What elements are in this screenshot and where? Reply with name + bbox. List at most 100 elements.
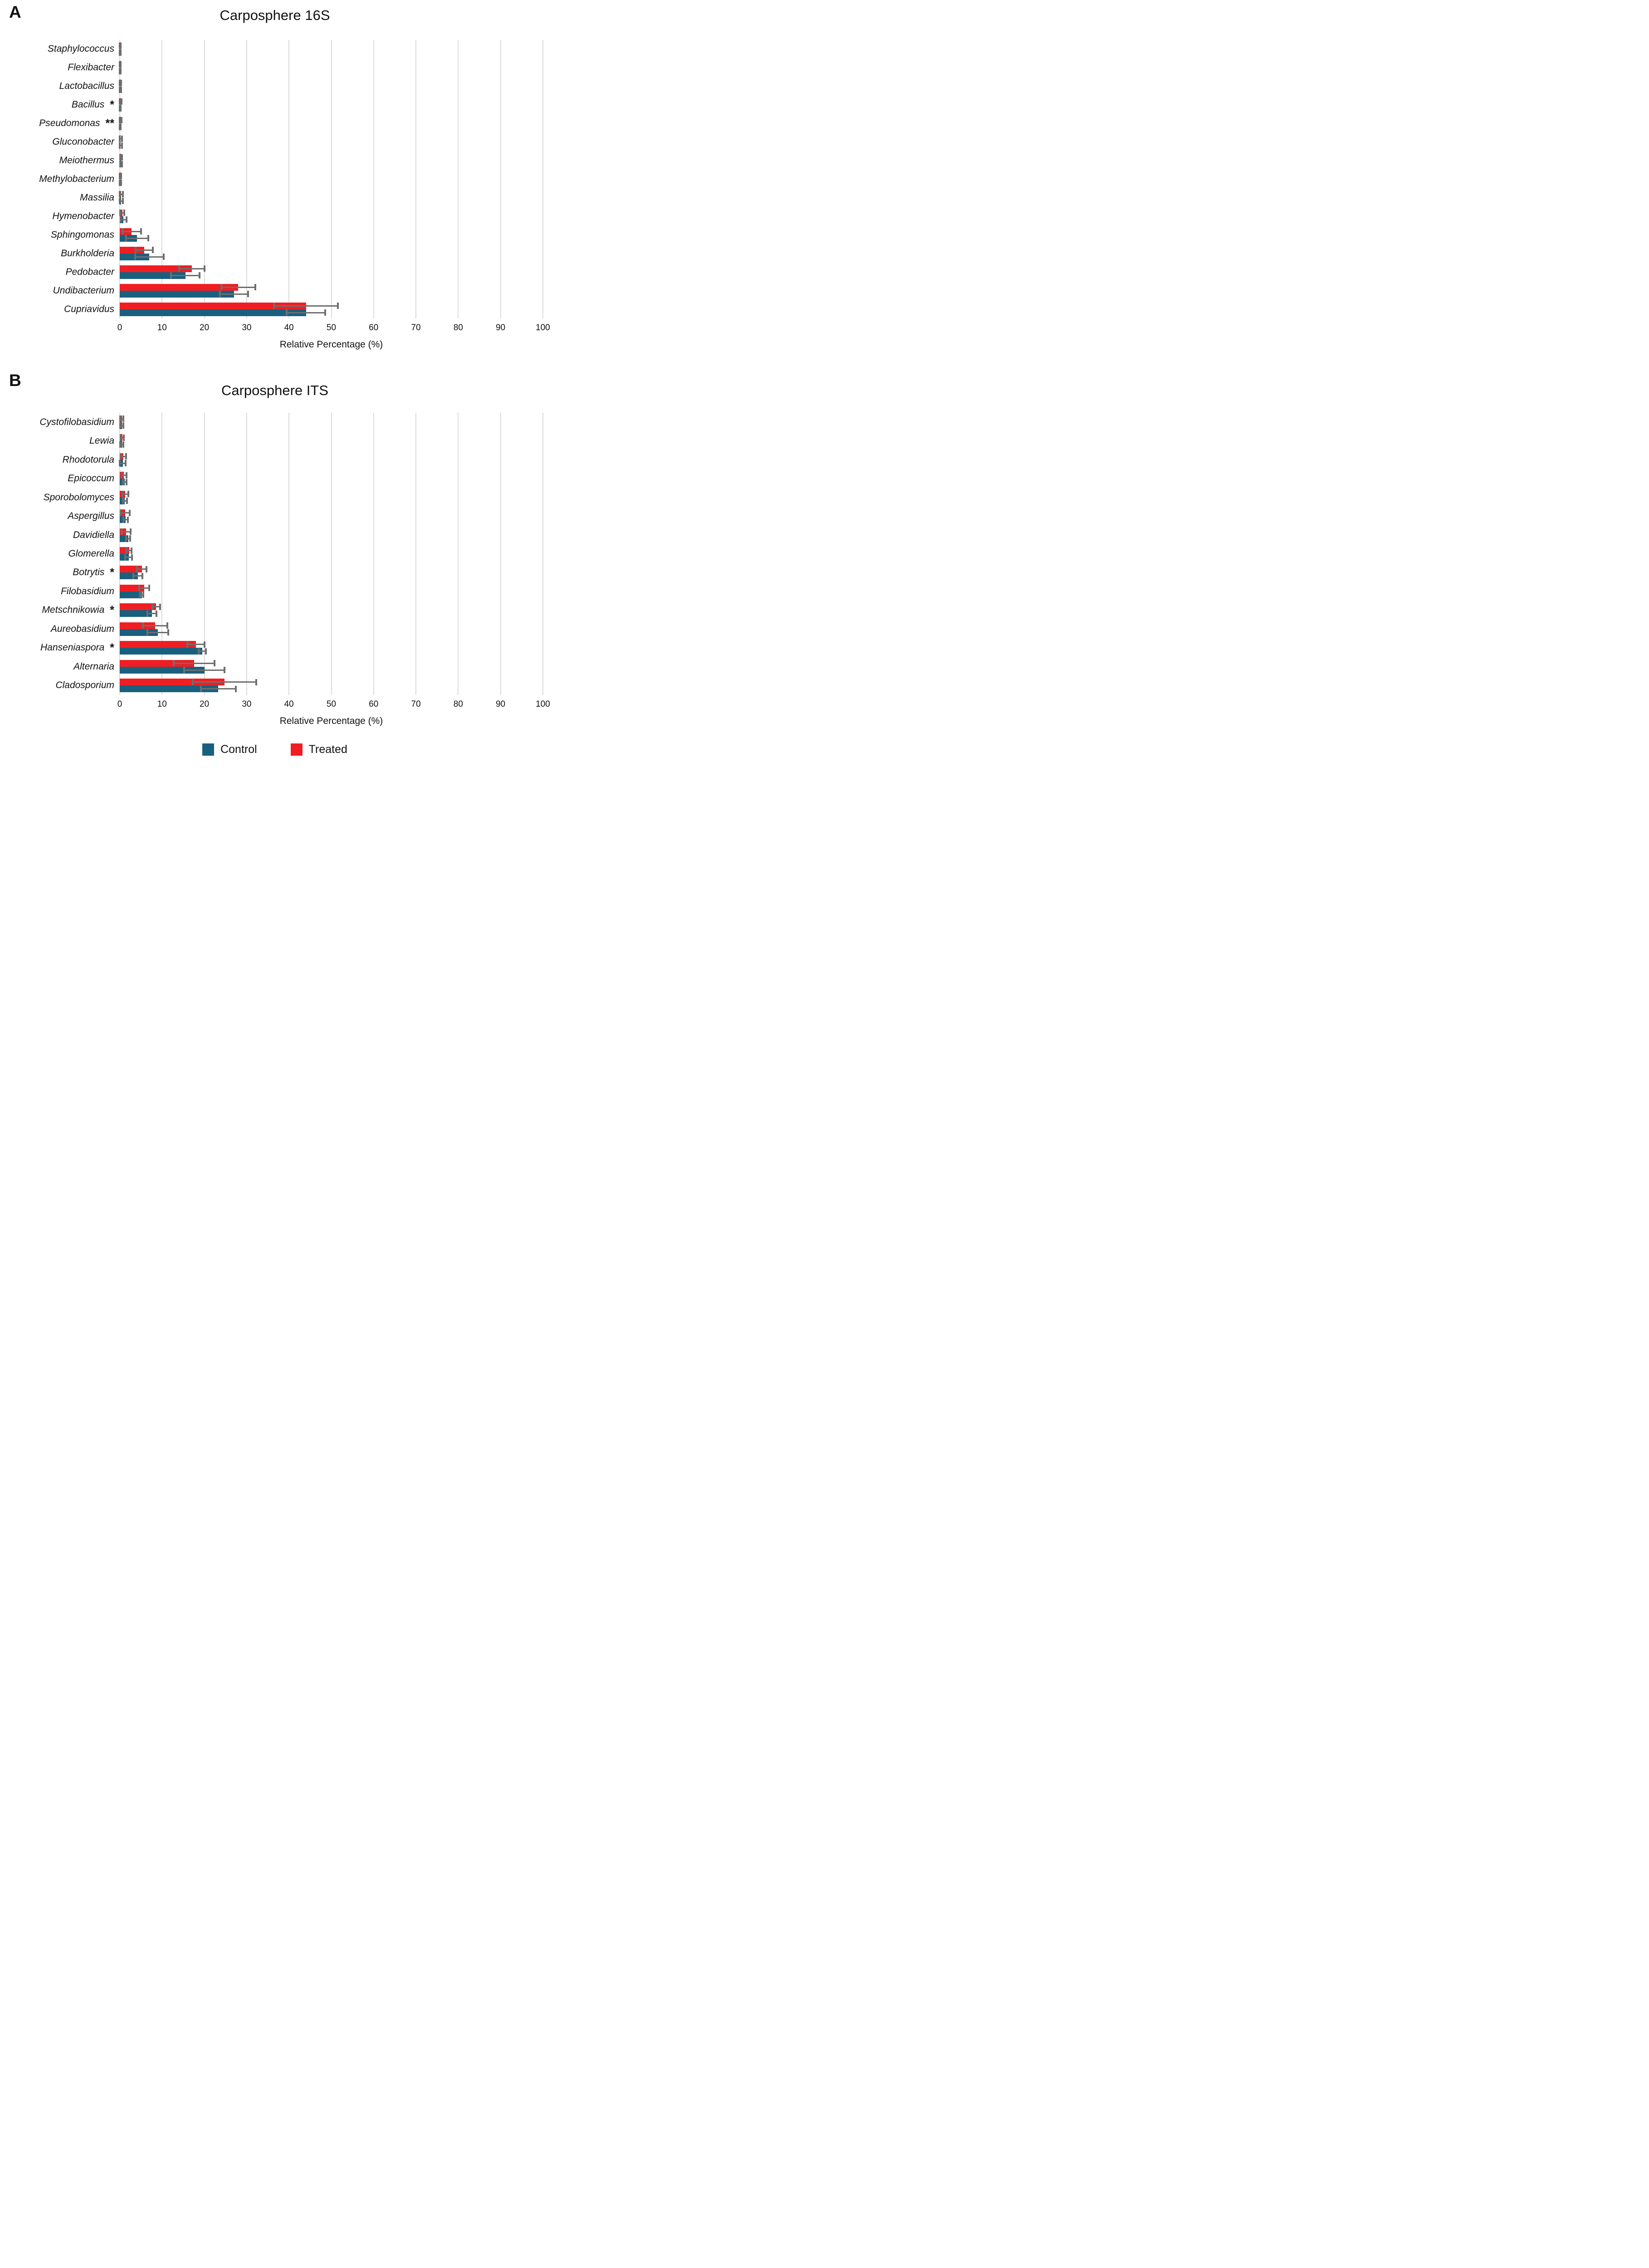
error-bar-cap bbox=[151, 603, 153, 610]
genus-label: Alternaria bbox=[73, 661, 114, 672]
legend-treated-label: Treated bbox=[308, 743, 347, 756]
row-label: Lactobacillus bbox=[0, 77, 114, 96]
error-bar-cap bbox=[186, 641, 189, 648]
error-bar-cap bbox=[125, 460, 127, 467]
genus-label: Epicoccum bbox=[68, 473, 114, 484]
row-label: Aspergillus bbox=[0, 507, 114, 525]
error-bar-cap bbox=[119, 86, 121, 93]
error-bar-cap bbox=[119, 460, 121, 467]
treated-bar bbox=[120, 302, 306, 309]
gridline bbox=[415, 40, 417, 318]
error-bar bbox=[120, 462, 126, 464]
error-bar-cap bbox=[121, 154, 123, 161]
control-bar bbox=[120, 629, 158, 636]
error-bar-cap bbox=[119, 123, 122, 130]
control-bar bbox=[120, 309, 306, 316]
row-label: Davidiella bbox=[0, 526, 114, 544]
row-label: Hanseniaspora * bbox=[0, 639, 114, 657]
genus-label: Glomerella bbox=[68, 548, 114, 559]
row-label: Staphylococcus bbox=[0, 40, 114, 59]
treated-bar bbox=[120, 641, 196, 648]
gridline bbox=[204, 413, 205, 695]
error-bar-cap bbox=[205, 648, 207, 655]
error-bar bbox=[120, 512, 130, 514]
x-tick-label: 50 bbox=[326, 323, 337, 332]
gridline bbox=[246, 413, 247, 695]
error-bar-cap bbox=[219, 291, 221, 298]
error-bar-cap bbox=[119, 142, 121, 149]
error-bar-cap bbox=[183, 667, 185, 674]
genus-label: Undibacterium bbox=[53, 285, 114, 296]
gridline bbox=[500, 40, 501, 318]
gridline bbox=[458, 413, 459, 695]
error-bar-cap bbox=[247, 291, 249, 298]
error-bar-cap bbox=[119, 42, 121, 49]
panel-a-plot: 0 10 20 30 40 50 60 70 80 90 100 Staphylococcus Flex… bbox=[0, 0, 550, 363]
error-bar bbox=[187, 644, 205, 645]
control-bar bbox=[120, 554, 129, 561]
error-bar-cap bbox=[134, 254, 136, 260]
error-bar-cap bbox=[119, 117, 121, 123]
error-bar bbox=[286, 312, 326, 313]
panel-b-letter: B bbox=[9, 371, 21, 390]
genus-label: Meiothermus bbox=[59, 155, 114, 166]
gridline bbox=[458, 40, 459, 318]
error-bar bbox=[120, 212, 125, 214]
error-bar-cap bbox=[122, 415, 125, 422]
row-label: Bacillus * bbox=[0, 96, 114, 114]
error-bar-cap bbox=[148, 585, 151, 591]
error-bar-cap bbox=[123, 434, 125, 441]
genus-label: Burkholderia bbox=[61, 248, 114, 259]
error-bar-cap bbox=[146, 610, 148, 617]
genus-label: Rhodotorula bbox=[62, 454, 114, 465]
error-bar-cap bbox=[135, 247, 137, 254]
error-bar-cap bbox=[197, 648, 200, 655]
x-tick-label: 60 bbox=[369, 699, 379, 709]
row-label: Hymenobacter bbox=[0, 207, 114, 225]
error-bar-cap bbox=[199, 272, 201, 279]
error-bar bbox=[121, 531, 131, 533]
x-tick-label: 90 bbox=[496, 699, 506, 709]
error-bar-cap bbox=[120, 117, 122, 123]
control-bar bbox=[120, 648, 202, 655]
error-bar-cap bbox=[136, 566, 138, 572]
error-bar bbox=[120, 418, 124, 420]
error-bar-cap bbox=[124, 554, 127, 561]
error-bar bbox=[120, 219, 127, 220]
x-tick-label: 80 bbox=[453, 323, 463, 332]
error-bar-cap bbox=[121, 161, 123, 167]
error-bar-cap bbox=[120, 179, 122, 186]
error-bar-cap bbox=[324, 309, 327, 316]
row-label: Gluconobacter bbox=[0, 133, 114, 152]
panel-b-title: Carposphere ITS bbox=[221, 382, 329, 398]
error-bar-cap bbox=[120, 68, 122, 74]
error-bar bbox=[201, 688, 236, 690]
error-bar-cap bbox=[213, 660, 215, 667]
row-label: Cupriavidus bbox=[0, 300, 114, 318]
genus-label: Staphylococcus bbox=[47, 44, 114, 54]
x-tick-label: 20 bbox=[200, 323, 210, 332]
control-bar bbox=[120, 290, 234, 298]
row-label: Undibacterium bbox=[0, 281, 114, 300]
error-bar bbox=[273, 305, 338, 307]
error-bar bbox=[122, 230, 141, 232]
error-bar bbox=[120, 437, 124, 439]
error-bar bbox=[147, 613, 157, 615]
error-bar-cap bbox=[119, 79, 121, 86]
gridline bbox=[542, 413, 543, 695]
error-bar-cap bbox=[147, 235, 149, 242]
error-bar-cap bbox=[132, 572, 134, 579]
error-bar-cap bbox=[125, 472, 127, 479]
genus-label: Sphingomonas bbox=[50, 229, 114, 240]
error-bar-cap bbox=[146, 629, 148, 636]
error-bar-cap bbox=[122, 441, 125, 448]
error-bar-cap bbox=[119, 191, 121, 198]
error-bar-cap bbox=[119, 441, 121, 448]
error-bar-cap bbox=[122, 516, 125, 523]
error-bar bbox=[125, 557, 132, 558]
error-bar-cap bbox=[163, 254, 165, 260]
error-bar-cap bbox=[142, 622, 144, 629]
genus-label: Sporobolomyces bbox=[43, 492, 114, 503]
error-bar-cap bbox=[170, 272, 172, 279]
significance-asterisk: * bbox=[110, 603, 114, 616]
